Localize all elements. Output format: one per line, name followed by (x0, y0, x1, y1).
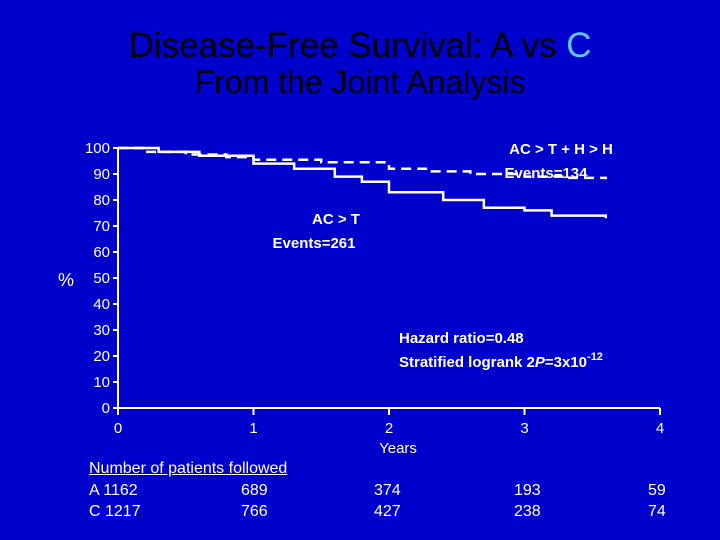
annotation-arm-a-label: AC > T (312, 211, 360, 228)
patients-followed-table: Number of patients followed A 1162 689 3… (0, 460, 720, 530)
row-value: 74 (648, 503, 666, 520)
x-tick-label: 0 (114, 420, 122, 437)
series-line-arm-a (118, 146, 608, 219)
table-row-c: C 1217 766 427 238 74 (0, 503, 720, 525)
title-arm-c: C (566, 26, 592, 65)
annotation-arm-c-events: Events=134 (505, 165, 589, 182)
x-axis-label: Years (379, 440, 417, 457)
row-value: 427 (374, 503, 401, 520)
y-axis-label: % (58, 270, 74, 290)
y-tick-label: 100 (85, 140, 110, 157)
y-tick-label: 70 (93, 218, 110, 235)
row-value: 193 (514, 482, 541, 499)
x-tick-label: 4 (656, 420, 664, 437)
row-value: 374 (374, 482, 401, 499)
table-row-a: A 1162 689 374 193 59 (0, 482, 720, 504)
row-value: 766 (241, 503, 268, 520)
x-tick-label: 3 (520, 420, 528, 437)
annotation-hazard-ratio: Hazard ratio=0.48 (399, 330, 524, 347)
title-prefix: Disease-Free Survival: (128, 26, 491, 65)
annotation-arm-c-label: AC > T + H > H (509, 141, 613, 158)
y-tick-label: 80 (93, 192, 110, 209)
y-tick-label: 60 (93, 244, 110, 261)
x-tick-label: 2 (385, 420, 393, 437)
title-vs: vs (511, 26, 567, 65)
row-label: A 1162 (89, 482, 138, 499)
chart-title: Disease-Free Survival: A vs C (0, 26, 720, 66)
x-tick-label: 1 (249, 420, 257, 437)
y-tick-label: 10 (93, 374, 110, 391)
y-tick-label: 0 (102, 400, 110, 417)
chart-subtitle: From the Joint Analysis (194, 64, 526, 100)
row-label: C 1217 (89, 503, 141, 520)
y-tick-label: 40 (93, 296, 110, 313)
y-tick-label: 20 (93, 348, 110, 365)
row-value: 59 (648, 482, 666, 499)
survival-chart: 0 10 20 30 40 50 60 70 80 90 100 0 1 2 3 4 Years% AC > T … (58, 140, 664, 457)
row-value: 689 (241, 482, 268, 499)
annotation-logrank: Stratified logrank 2P=3x10-12 (399, 351, 603, 371)
y-tick-label: 50 (93, 270, 110, 287)
series-line-arm-c (118, 146, 608, 180)
y-tick-label: 30 (93, 322, 110, 339)
row-value: 238 (514, 503, 541, 520)
patients-followed-header: Number of patients followed (89, 460, 288, 477)
title-arm-a: A (490, 26, 512, 65)
annotation-arm-a-events: Events=261 (273, 235, 356, 252)
y-tick-label: 90 (93, 166, 110, 183)
